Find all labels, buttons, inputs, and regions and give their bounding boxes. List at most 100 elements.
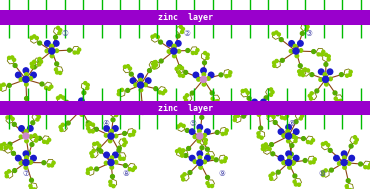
Circle shape xyxy=(38,59,42,63)
Circle shape xyxy=(229,71,232,74)
Circle shape xyxy=(47,164,50,167)
Circle shape xyxy=(337,162,341,165)
Circle shape xyxy=(29,184,32,187)
Circle shape xyxy=(297,70,301,73)
Circle shape xyxy=(26,160,28,163)
Circle shape xyxy=(182,149,185,152)
Circle shape xyxy=(130,78,136,83)
Circle shape xyxy=(31,65,34,68)
Circle shape xyxy=(79,103,83,106)
Circle shape xyxy=(236,114,239,117)
Circle shape xyxy=(98,144,101,147)
Circle shape xyxy=(323,73,327,76)
Circle shape xyxy=(195,51,198,54)
Circle shape xyxy=(341,160,347,166)
Circle shape xyxy=(288,156,291,160)
Circle shape xyxy=(199,166,202,169)
Circle shape xyxy=(208,156,211,159)
Circle shape xyxy=(319,78,322,81)
Circle shape xyxy=(131,168,134,171)
Circle shape xyxy=(6,116,9,119)
Circle shape xyxy=(306,25,309,28)
Circle shape xyxy=(118,90,121,93)
Circle shape xyxy=(45,41,50,46)
Circle shape xyxy=(267,114,270,117)
Circle shape xyxy=(257,132,260,135)
Circle shape xyxy=(312,161,315,164)
Circle shape xyxy=(23,160,29,166)
Circle shape xyxy=(279,38,283,42)
Circle shape xyxy=(124,65,127,68)
Circle shape xyxy=(23,105,26,108)
Circle shape xyxy=(25,157,28,160)
Circle shape xyxy=(128,67,132,70)
Circle shape xyxy=(200,146,204,150)
Circle shape xyxy=(50,164,54,167)
Circle shape xyxy=(30,36,33,39)
Circle shape xyxy=(364,166,367,169)
Circle shape xyxy=(206,56,209,59)
Circle shape xyxy=(225,129,228,132)
Circle shape xyxy=(299,49,303,52)
Circle shape xyxy=(36,118,39,121)
Circle shape xyxy=(327,58,330,61)
Circle shape xyxy=(275,31,278,34)
Circle shape xyxy=(283,117,286,120)
Circle shape xyxy=(33,35,36,38)
Circle shape xyxy=(339,99,342,102)
Circle shape xyxy=(324,63,328,66)
Circle shape xyxy=(299,117,302,120)
Circle shape xyxy=(91,123,94,126)
Circle shape xyxy=(124,164,127,167)
Circle shape xyxy=(262,108,266,111)
Circle shape xyxy=(96,142,99,145)
Circle shape xyxy=(259,126,263,130)
Circle shape xyxy=(257,135,260,138)
Circle shape xyxy=(280,58,284,62)
Circle shape xyxy=(54,68,58,71)
Circle shape xyxy=(223,160,226,163)
Text: ①: ① xyxy=(61,29,68,38)
Circle shape xyxy=(182,74,185,77)
Circle shape xyxy=(203,133,206,137)
Circle shape xyxy=(313,158,316,161)
Circle shape xyxy=(221,132,224,136)
Circle shape xyxy=(31,72,36,78)
Circle shape xyxy=(33,188,36,189)
Circle shape xyxy=(11,56,14,59)
Circle shape xyxy=(322,50,325,53)
Circle shape xyxy=(29,77,33,80)
Circle shape xyxy=(0,87,2,90)
Circle shape xyxy=(292,134,295,138)
Circle shape xyxy=(43,140,46,143)
Circle shape xyxy=(19,161,23,165)
Circle shape xyxy=(179,25,182,28)
Circle shape xyxy=(86,124,89,127)
Circle shape xyxy=(5,175,9,178)
Circle shape xyxy=(27,126,33,131)
Circle shape xyxy=(345,185,348,188)
Circle shape xyxy=(0,147,3,150)
Circle shape xyxy=(319,69,324,74)
Circle shape xyxy=(342,151,347,156)
Circle shape xyxy=(86,171,89,174)
Circle shape xyxy=(25,97,28,100)
Circle shape xyxy=(202,73,206,76)
Circle shape xyxy=(50,85,53,88)
Circle shape xyxy=(95,167,98,171)
Circle shape xyxy=(324,142,327,145)
Circle shape xyxy=(273,121,277,124)
Circle shape xyxy=(327,55,330,58)
Circle shape xyxy=(109,180,112,183)
Circle shape xyxy=(42,161,46,165)
Circle shape xyxy=(13,58,16,61)
Circle shape xyxy=(152,65,155,69)
Circle shape xyxy=(317,53,320,56)
Circle shape xyxy=(323,76,329,82)
Circle shape xyxy=(85,108,88,112)
Circle shape xyxy=(205,147,209,151)
Circle shape xyxy=(278,33,280,36)
Circle shape xyxy=(202,83,206,86)
Circle shape xyxy=(302,74,305,77)
Circle shape xyxy=(293,174,297,178)
